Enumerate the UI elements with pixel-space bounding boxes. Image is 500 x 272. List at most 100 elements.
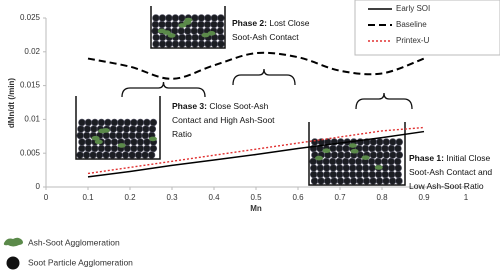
annotation-text: Soot-Ash Contact xyxy=(232,32,299,42)
soot-particle xyxy=(191,14,199,22)
soot-particle xyxy=(368,164,376,172)
soot-particle xyxy=(368,170,376,179)
soot-particle xyxy=(217,14,225,22)
soot-particle xyxy=(197,20,205,29)
ash-particle xyxy=(374,165,383,170)
soot-particle xyxy=(387,144,396,153)
soot-particle xyxy=(335,157,343,166)
soot-particle xyxy=(135,125,144,133)
soot-particle xyxy=(178,14,186,22)
soot-particle xyxy=(394,144,402,153)
soot-particle xyxy=(158,14,167,22)
soot-particle xyxy=(76,151,84,159)
soot-particle xyxy=(323,177,332,185)
soot-particle xyxy=(395,138,403,146)
ash-particle xyxy=(350,148,359,154)
soot-particle xyxy=(341,157,350,166)
soot-particle xyxy=(216,20,225,29)
soot-particle xyxy=(135,131,143,140)
ash-particle xyxy=(167,33,176,38)
soot-particle xyxy=(216,27,224,35)
x-tick-label: 0 xyxy=(44,193,49,202)
soot-particle xyxy=(171,20,179,29)
soot-particle xyxy=(178,33,186,42)
brace xyxy=(232,68,296,86)
soot-particle xyxy=(362,177,371,185)
soot-particle xyxy=(130,118,138,127)
annotation: Low Ash-Soot Ratio xyxy=(409,181,484,191)
legend-label: Printex-U xyxy=(396,36,430,45)
annotation-label: Phase 3: xyxy=(172,101,207,111)
soot-particle xyxy=(143,118,151,127)
soot-particle xyxy=(152,40,160,48)
soot-particle xyxy=(158,40,167,48)
soot-particle xyxy=(171,40,180,48)
soot-particle xyxy=(342,144,350,153)
soot-particle xyxy=(337,151,345,159)
legend-label: Baseline xyxy=(396,20,427,29)
series-line xyxy=(87,130,425,178)
soot-particle xyxy=(122,131,130,140)
soot-particle xyxy=(387,157,395,166)
ash-particle xyxy=(101,128,110,133)
soot-particle xyxy=(355,164,363,172)
illustrations xyxy=(75,6,413,186)
soot-particle xyxy=(147,151,156,159)
soot-particle xyxy=(184,33,193,42)
x-tick-label: 0.4 xyxy=(208,193,220,202)
soot-particle xyxy=(323,164,331,172)
soot-particle xyxy=(382,151,391,159)
soot-particle xyxy=(128,151,136,159)
ash-particle xyxy=(183,20,192,25)
soot-particle xyxy=(374,144,383,153)
y-axis-label: dMn/dt (/min) xyxy=(7,78,16,129)
soot-particle xyxy=(389,138,397,146)
x-tick-label: 0.8 xyxy=(376,193,388,202)
soot-particle xyxy=(141,131,149,140)
soot-particle xyxy=(78,118,86,127)
soot-particle xyxy=(210,14,219,22)
soot-particle xyxy=(77,125,85,133)
x-tick-label: 0.5 xyxy=(250,193,262,202)
soot-particle xyxy=(355,170,363,179)
soot-particle xyxy=(311,138,319,146)
soot-particle xyxy=(395,177,403,185)
soot-particle xyxy=(316,164,324,172)
soot-particle xyxy=(102,151,110,159)
soot-particle xyxy=(367,157,376,166)
soot-particle xyxy=(143,144,151,153)
soot-particle xyxy=(97,144,106,153)
soot-particle xyxy=(349,170,357,179)
soot-particle xyxy=(394,170,402,179)
soot-particle xyxy=(310,177,319,185)
soot-particle xyxy=(136,138,145,146)
soot-particle xyxy=(177,27,185,35)
soot-particle xyxy=(136,144,145,153)
soot-particle xyxy=(76,131,84,140)
soot-particle xyxy=(368,144,376,153)
soot-particle xyxy=(316,170,324,179)
soot-particle xyxy=(361,144,370,153)
soot-particle xyxy=(164,20,173,29)
x-tick-label: 1 xyxy=(464,193,469,202)
soot-particle xyxy=(395,151,404,159)
soot-particle xyxy=(171,14,180,22)
soot-particle xyxy=(354,157,363,166)
soot-particle xyxy=(178,40,186,48)
soot-particle xyxy=(84,118,93,127)
soot-particle xyxy=(388,177,397,185)
brace xyxy=(121,81,206,98)
y-tick-label: 0.015 xyxy=(20,81,41,90)
soot-particle xyxy=(97,118,106,127)
x-tick-label: 0.7 xyxy=(334,193,346,202)
soot-particle xyxy=(343,177,351,185)
annotation: Phase 2: Lost Close xyxy=(232,18,310,28)
soot-particle xyxy=(121,151,130,159)
soot-particle xyxy=(130,144,138,153)
soot-particle xyxy=(393,157,402,166)
legend-label: Early SOI xyxy=(396,4,430,13)
soot-particle xyxy=(369,151,378,159)
soot-particle xyxy=(342,170,350,179)
soot-particle xyxy=(104,144,112,153)
soot-particle xyxy=(141,151,149,159)
